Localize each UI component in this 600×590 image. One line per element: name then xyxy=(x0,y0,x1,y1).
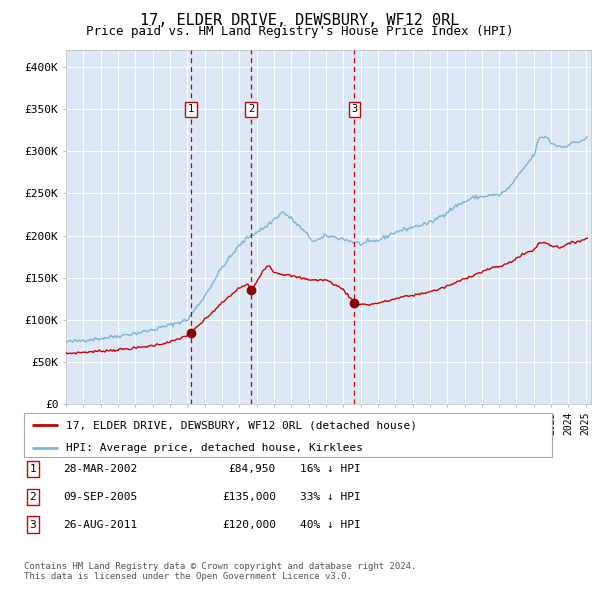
Text: 09-SEP-2005: 09-SEP-2005 xyxy=(63,492,137,502)
Text: 33% ↓ HPI: 33% ↓ HPI xyxy=(300,492,361,502)
Text: £135,000: £135,000 xyxy=(222,492,276,502)
Text: 1: 1 xyxy=(29,464,37,474)
Text: 3: 3 xyxy=(352,104,358,114)
Text: 17, ELDER DRIVE, DEWSBURY, WF12 0RL: 17, ELDER DRIVE, DEWSBURY, WF12 0RL xyxy=(140,13,460,28)
Text: £120,000: £120,000 xyxy=(222,520,276,529)
Text: This data is licensed under the Open Government Licence v3.0.: This data is licensed under the Open Gov… xyxy=(24,572,352,581)
Text: 2: 2 xyxy=(248,104,254,114)
Text: 26-AUG-2011: 26-AUG-2011 xyxy=(63,520,137,529)
Text: £84,950: £84,950 xyxy=(229,464,276,474)
Text: Price paid vs. HM Land Registry's House Price Index (HPI): Price paid vs. HM Land Registry's House … xyxy=(86,25,514,38)
Text: HPI: Average price, detached house, Kirklees: HPI: Average price, detached house, Kirk… xyxy=(66,442,363,453)
Text: 40% ↓ HPI: 40% ↓ HPI xyxy=(300,520,361,529)
Text: 2: 2 xyxy=(29,492,37,502)
Text: 16% ↓ HPI: 16% ↓ HPI xyxy=(300,464,361,474)
Text: 28-MAR-2002: 28-MAR-2002 xyxy=(63,464,137,474)
Text: 1: 1 xyxy=(188,104,194,114)
Text: 3: 3 xyxy=(29,520,37,529)
Text: 17, ELDER DRIVE, DEWSBURY, WF12 0RL (detached house): 17, ELDER DRIVE, DEWSBURY, WF12 0RL (det… xyxy=(66,421,417,430)
Text: Contains HM Land Registry data © Crown copyright and database right 2024.: Contains HM Land Registry data © Crown c… xyxy=(24,562,416,571)
